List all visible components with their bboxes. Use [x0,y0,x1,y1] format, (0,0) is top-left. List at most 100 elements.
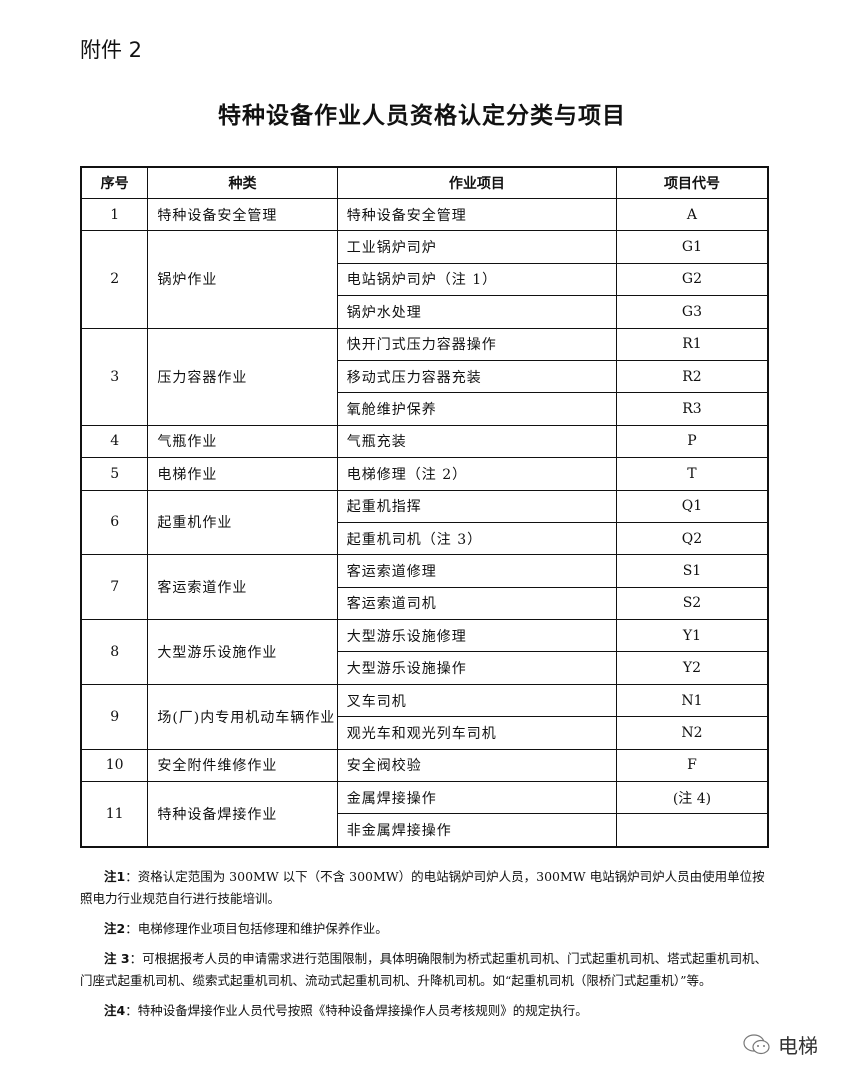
row-code: N2 [615,716,769,750]
watermark: 电梯 [742,1030,818,1059]
row-category: 气瓶作业 [147,424,338,459]
row-category: 客运索道作业 [147,554,338,621]
note-text: ：电梯修理作业项目包括修理和维护保养作业。 [125,921,388,936]
row-code: Y2 [615,651,769,685]
row-number: 8 [80,619,149,685]
row-code: S1 [615,554,769,588]
row-code: R3 [615,392,769,426]
table-row: 10 安全附件维修作业 安全阀校验 F [80,748,769,783]
wechat-logo-icon [743,1033,770,1054]
table-row: 起重机司机（注 3） Q2 [81,521,769,556]
row-code: Q2 [615,521,769,556]
row-item: 大型游乐设施修理 [336,619,617,653]
row-category: 锅炉作业 [147,230,338,329]
row-item: 移动式压力容器充装 [336,359,617,394]
row-item: 气瓶充装 [336,424,617,459]
note-text: ：可根据报考人员的申请需求进行范围限制，具体明确限制为桥式起重机司机、门式起重机… [80,951,768,988]
table-row: 客运索道司机 S2 [81,586,769,621]
row-item: 电梯修理（注 2） [336,457,617,491]
table-row: 观光车和观光列车司机 N2 [81,716,769,750]
table-row: 11 特种设备焊接作业 金属焊接操作 (注 4) [80,781,769,848]
row-item: 客运索道修理 [336,554,617,588]
row-item: 工业锅炉司炉 [336,230,617,264]
row-item: 快开门式压力容器操作 [336,327,617,361]
row-code: (注 4) [615,781,769,815]
note-label: 注4 [104,1003,126,1018]
row-code: R2 [615,359,769,394]
row-number: 6 [80,489,149,556]
row-category: 场(厂)内专用机动车辆作业 [147,683,338,750]
row-code: G1 [615,230,769,264]
row-item: 起重机指挥 [336,489,617,523]
row-number: 2 [80,230,149,329]
row-category: 大型游乐设施作业 [147,619,338,685]
table-row: 4 气瓶作业 气瓶充装 P [80,424,769,459]
row-category: 安全附件维修作业 [147,748,338,783]
row-category: 压力容器作业 [147,327,338,426]
row-item: 大型游乐设施操作 [336,651,617,685]
row-code: Q1 [615,489,769,523]
row-number: 3 [80,327,149,426]
row-item: 叉车司机 [336,683,617,718]
note: 注 3：可根据报考人员的申请需求进行范围限制，具体明确限制为桥式起重机司机、门式… [80,948,770,992]
row-item: 特种设备安全管理 [336,197,617,232]
table-row: 8 大型游乐设施作业 大型游乐设施修理 Y1 [80,619,769,685]
row-number: 11 [80,781,149,848]
row-code: S2 [615,586,769,621]
row-code: T [615,457,769,491]
table-row: 锅炉水处理 G3 [81,295,769,329]
header-code: 项目代号 [615,166,769,199]
row-code: Y1 [615,619,769,653]
table-row: 1 特种设备安全管理 特种设备安全管理 A [80,197,769,232]
qualification-table: 序号 种类 作业项目 项目代号 1 特种设备安全管理 特种设备安全管理 A 2 锅炉作业工… [80,166,769,848]
row-category: 起重机作业 [147,489,338,556]
row-code: F [615,748,769,783]
table-row: 2 锅炉作业 工业锅炉司炉 G1 [80,230,769,329]
table-row: 氧舱维护保养 R3 [81,392,769,426]
note-text: ：特种设备焊接作业人员代号按照《特种设备焊接操作人员考核规则》的规定执行。 [125,1003,588,1018]
row-category: 电梯作业 [147,457,338,491]
row-code [615,813,769,848]
row-number: 9 [80,683,149,750]
row-item: 电站锅炉司炉（注 1） [336,262,617,297]
attachment-label: 附件 2 [80,38,143,62]
table-row: 电站锅炉司炉（注 1） G2 [81,262,769,297]
table-row: 7 客运索道作业 客运索道修理 S1 [80,554,769,621]
row-code: R1 [615,327,769,361]
row-number: 1 [80,197,149,232]
header-item: 作业项目 [336,166,617,199]
header-category: 种类 [147,166,338,199]
note-label: 注 3 [104,951,130,966]
row-code: N1 [615,683,769,718]
note-label: 注1 [104,869,126,884]
row-item: 金属焊接操作 [336,781,617,815]
note-text: ：资格认定范围为 300MW 以下（不含 300MW）的电站锅炉司炉人员，300… [80,869,765,906]
note: 注1：资格认定范围为 300MW 以下（不含 300MW）的电站锅炉司炉人员，3… [80,866,770,910]
table-row: 3 压力容器作业 快开门式压力容器操作 R1 [80,327,769,426]
table-row: 9 场(厂)内专用机动车辆作业 叉车司机 N1 [80,683,769,750]
watermark-text: 电梯 [778,1034,818,1058]
row-item: 客运索道司机 [336,586,617,621]
row-item: 氧舱维护保养 [336,392,617,426]
note-label: 注2 [104,921,126,936]
table-row: 6 起重机作业 起重机指挥 Q1 [80,489,769,556]
row-category: 特种设备焊接作业 [147,781,338,848]
page-title: 特种设备作业人员资格认定分类与项目 [218,103,626,129]
row-number: 4 [80,424,149,459]
row-number: 10 [80,748,149,783]
header-no: 序号 [80,166,149,199]
table-row: 大型游乐设施操作 Y2 [81,651,769,685]
row-item: 观光车和观光列车司机 [336,716,617,750]
table-row: 5 电梯作业 电梯修理（注 2） T [80,457,769,491]
row-number: 7 [80,554,149,621]
row-category: 特种设备安全管理 [147,197,338,232]
row-code: P [615,424,769,459]
row-item: 起重机司机（注 3） [336,521,617,556]
table-row: 移动式压力容器充装 R2 [81,359,769,394]
note: 注2：电梯修理作业项目包括修理和维护保养作业。 [80,918,770,940]
table-row: 非金属焊接操作 [81,813,769,848]
row-item: 锅炉水处理 [336,295,617,329]
table-header-row: 序号 种类 作业项目 项目代号 [80,166,769,199]
row-number: 5 [80,457,149,491]
